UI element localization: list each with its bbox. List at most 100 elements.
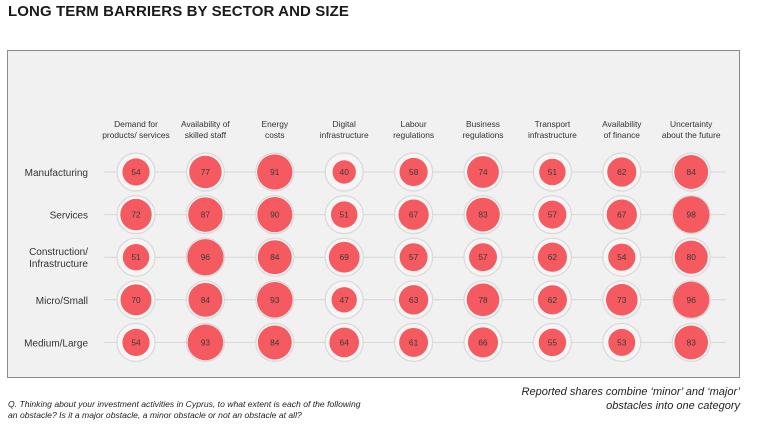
bubble-value-label: 74 [478,167,488,177]
bubble-value-label: 64 [340,337,350,347]
bubble-value-label: 61 [409,337,419,347]
bubble-value-label: 96 [687,295,697,305]
bubble-value-label: 63 [409,295,419,305]
bubble [469,243,497,272]
bubble-value-label: 84 [201,295,211,305]
bubble [467,327,499,358]
bubble-value-label: 84 [270,337,280,347]
bubble [257,325,292,360]
bubble [674,325,709,360]
survey-question-footnote: Q. Thinking about your investment activi… [8,399,361,420]
column-header: Demand for products/ services [102,119,170,140]
bubble [466,283,500,317]
column-header: Digital infrastructure [320,119,369,140]
bubble-value-label: 66 [478,337,488,347]
bubble-value-label: 57 [548,210,558,220]
bubble-value-label: 84 [270,252,280,262]
bubble [467,156,499,188]
bubble [537,285,567,315]
bubble-value-label: 54 [131,167,141,177]
bubble [257,154,293,190]
bubble-value-label: 78 [478,295,488,305]
bubble [399,157,428,187]
bubble [398,199,429,230]
bubble [120,198,152,231]
column-header: Availability of skilled staff [181,119,230,140]
row-label: Construction/Infrastructure [29,247,88,270]
bubble [539,158,566,186]
bubble [120,284,152,316]
bubble-value-label: 90 [270,210,280,220]
column-header: Labour regulations [393,119,434,140]
bubble-value-label: 87 [201,210,211,220]
bubble-value-label: 73 [617,295,627,305]
bubble-value-label: 57 [409,252,419,262]
bubble [673,281,710,318]
bubble [189,155,222,189]
row-label: Micro/Small [36,296,88,307]
bubble [399,243,428,272]
bubble [188,282,223,317]
column-header: Transport infrastructure [528,119,577,140]
bubble-value-label: 55 [548,337,558,347]
bubble [538,328,567,357]
bubble [399,327,429,357]
bubble-value-label: 54 [131,337,141,347]
bubble [674,240,708,274]
bubble-value-label: 98 [687,210,697,220]
column-header: Uncertainty about the future [662,119,721,140]
bubble [328,241,360,273]
row-label: Manufacturing [25,168,88,179]
bubble [257,197,293,233]
bubble [605,283,638,316]
bubble [332,160,356,184]
bubble [674,155,709,189]
bubble-value-label: 58 [409,167,419,177]
bubble [188,197,223,232]
bubble-value-label: 83 [478,210,488,220]
bubble-value-label: 53 [617,337,627,347]
bubble-value-label: 83 [687,337,697,347]
bubble [606,199,637,230]
bubble [608,328,636,356]
bubble [122,158,150,186]
chart-title: LONG TERM BARRIERS BY SECTOR AND SIZE [8,3,349,20]
bubble [537,242,567,272]
bubble-value-label: 91 [270,167,280,177]
column-header: Energy costs [262,119,289,140]
bubble [257,240,292,275]
bubble [187,239,224,276]
bubble-value-label: 93 [201,337,211,347]
bubble-value-label: 77 [201,167,211,177]
bubble-value-label: 84 [687,167,697,177]
bubble-value-label: 80 [687,252,697,262]
bubble-value-label: 51 [548,167,558,177]
bubble [398,285,429,315]
bubble [187,324,224,361]
bubble-value-label: 72 [131,210,141,220]
bubble [329,327,360,358]
bubble [256,281,293,318]
bubble [607,157,637,187]
column-header: Business regulations [463,119,504,140]
bubble-value-label: 57 [478,252,488,262]
bubble-value-label: 93 [270,295,280,305]
bubble [608,243,636,271]
bubble-matrix-chart: Demand for products/ services Availability… [24,119,726,362]
bubble [538,200,567,229]
row-label: Medium/Large [24,338,88,349]
chart-panel: Demand for products/ services Availability… [7,50,740,378]
bubble-value-label: 96 [201,252,211,262]
bubble-value-label: 40 [340,167,350,177]
bubble-value-label: 51 [340,210,350,220]
bubble-value-label: 62 [548,252,558,262]
bubble [672,196,710,233]
bubble-value-label: 51 [131,252,141,262]
bubble-value-label: 69 [340,252,350,262]
bubble [122,328,150,356]
row-label: Services [50,211,88,222]
bubble-value-label: 62 [548,295,558,305]
bubble [466,197,500,232]
bubble-value-label: 67 [409,210,419,220]
bubble [122,243,150,271]
